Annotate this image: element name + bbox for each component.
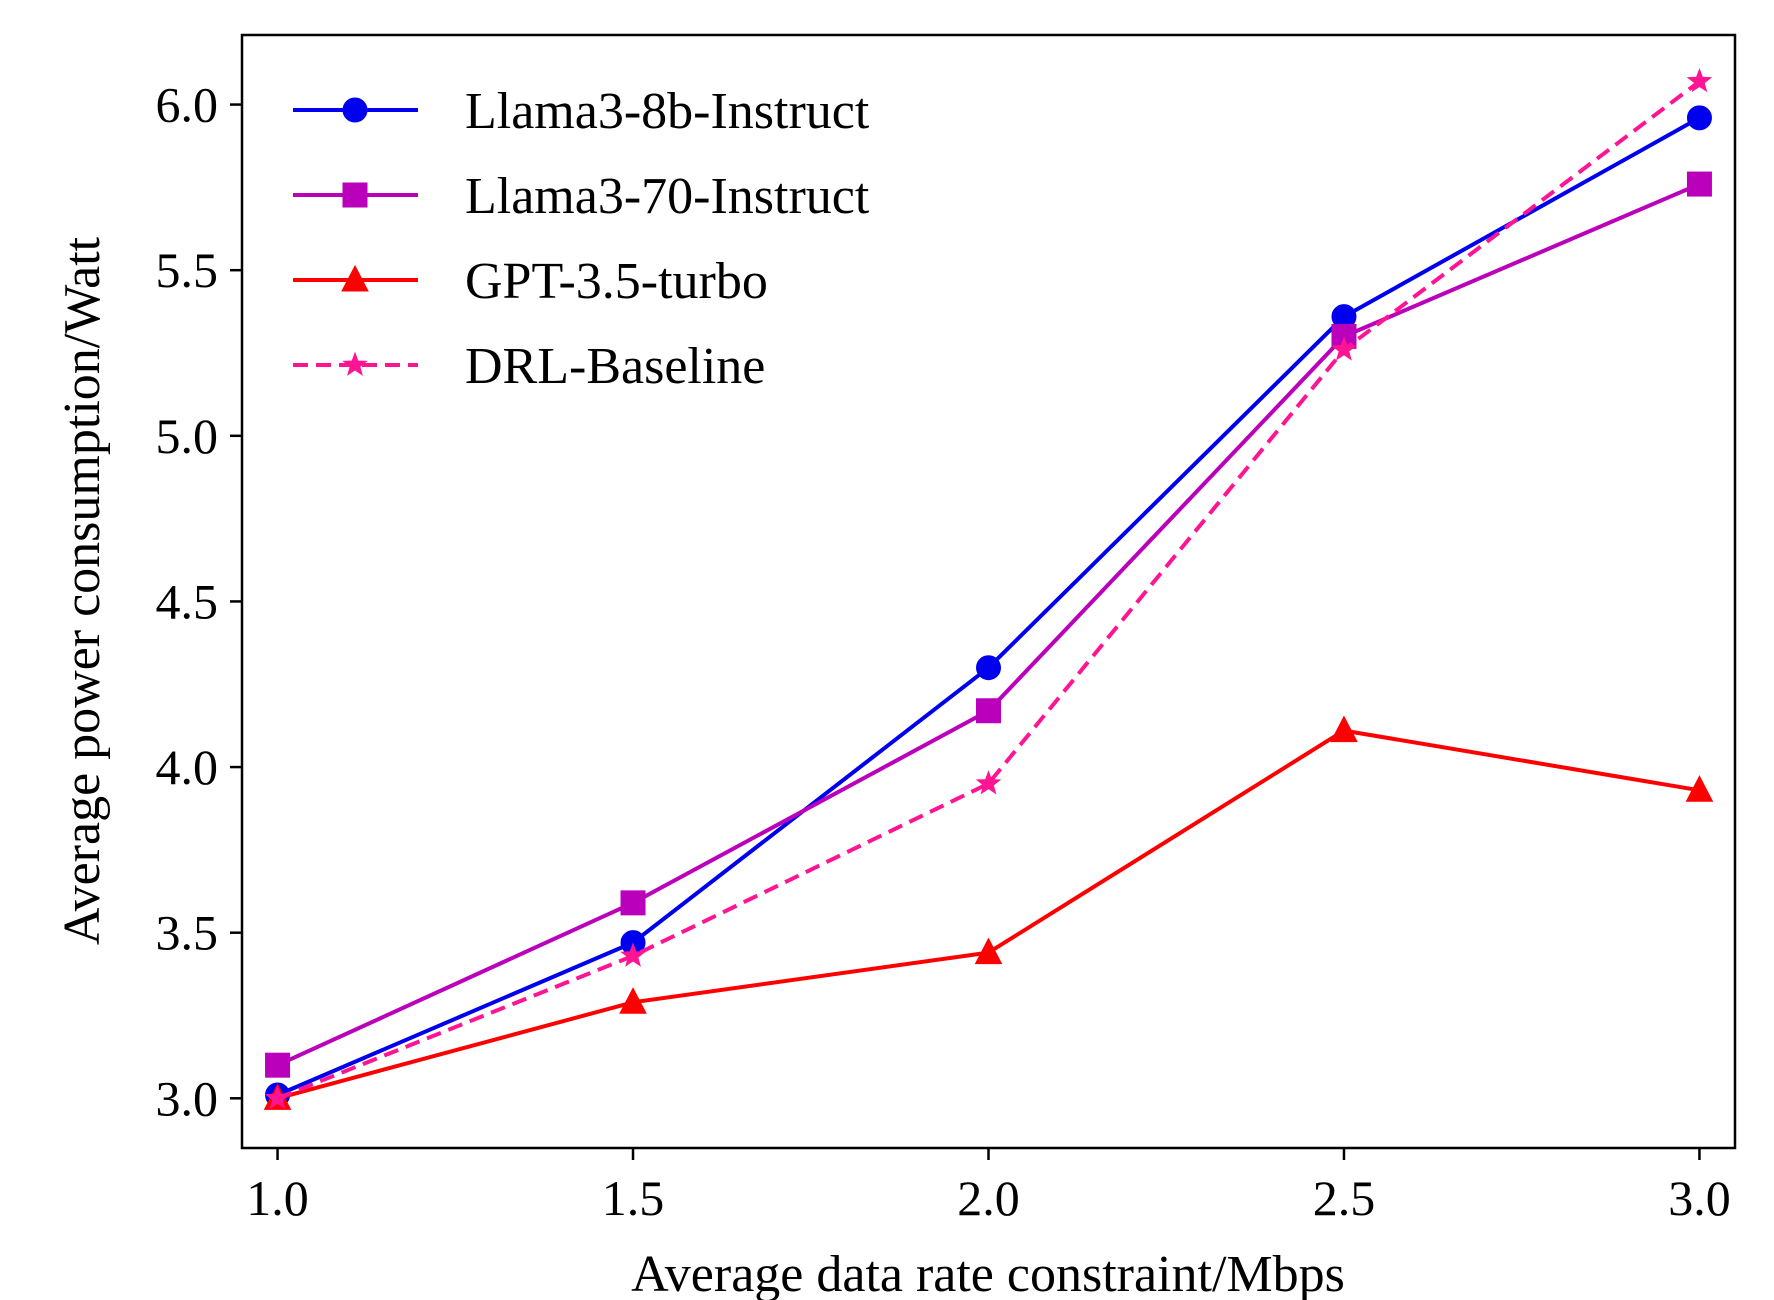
series-line: [276, 182, 1701, 1068]
y-tick-label: 3.5: [156, 905, 219, 961]
y-tick-label: 3.0: [156, 1070, 219, 1126]
x-tick-label: 1.0: [246, 1170, 309, 1226]
y-tick-label: 6.0: [156, 77, 219, 133]
y-tick-label: 4.5: [156, 573, 219, 629]
legend-item: GPT-3.5-turbo: [293, 253, 768, 310]
legend-label: Llama3-70-Instruct: [465, 168, 870, 225]
data-point-square: [265, 1052, 291, 1078]
data-point-triangle: [1685, 775, 1714, 802]
data-point-star: [342, 351, 368, 376]
x-tick-label: 2.0: [957, 1170, 1020, 1226]
legend-item: Llama3-70-Instruct: [293, 168, 870, 225]
data-point-star: [1686, 67, 1713, 93]
y-tick-label: 5.5: [156, 242, 219, 298]
data-point-star: [975, 770, 1002, 795]
data-point-star: [1331, 336, 1357, 361]
y-axis-label: Average power consumption/Watt: [54, 236, 111, 945]
data-point-square: [620, 890, 646, 916]
x-axis-label: Average data rate constraint/Mbps: [631, 1246, 1345, 1300]
series-4: [264, 67, 1713, 1110]
data-point-triangle: [619, 987, 647, 1014]
data-point-square: [342, 182, 368, 208]
y-axis: 3.0 3.5 4.0 4.5 5.0 5.5 6.0: [156, 77, 242, 1126]
legend-label: DRL-Baseline: [465, 338, 765, 395]
data-point-triangle: [974, 937, 1003, 965]
series-line: [276, 79, 1701, 1101]
legend-item: Llama3-8b-Instruct: [293, 83, 870, 140]
x-tick-label: 3.0: [1668, 1170, 1731, 1226]
legend: Llama3-8b-Instruct Llama3-70-Instruct GPT-…: [293, 83, 870, 395]
data-point-triangle: [1330, 715, 1358, 743]
legend-label: Llama3-8b-Instruct: [465, 83, 870, 140]
data-point-square: [976, 698, 1001, 724]
data-point-triangle: [341, 264, 369, 292]
x-axis: 1.0 1.5 2.0 2.5 3.0: [246, 1148, 1731, 1226]
x-tick-label: 1.5: [602, 1170, 665, 1226]
legend-item: DRL-Baseline: [293, 338, 765, 395]
data-point-circle: [976, 655, 1001, 681]
data-point-square: [1686, 171, 1712, 197]
series-3: [263, 715, 1714, 1110]
y-tick-label: 4.0: [156, 739, 219, 795]
y-tick-label: 5.0: [156, 408, 219, 464]
x-tick-label: 2.5: [1313, 1170, 1376, 1226]
data-point-circle: [342, 97, 368, 123]
data-point-circle: [1686, 105, 1712, 131]
series-layer: [263, 67, 1714, 1110]
data-point-star: [620, 942, 646, 967]
data-point-star: [264, 1084, 291, 1110]
legend-label: GPT-3.5-turbo: [465, 253, 768, 310]
